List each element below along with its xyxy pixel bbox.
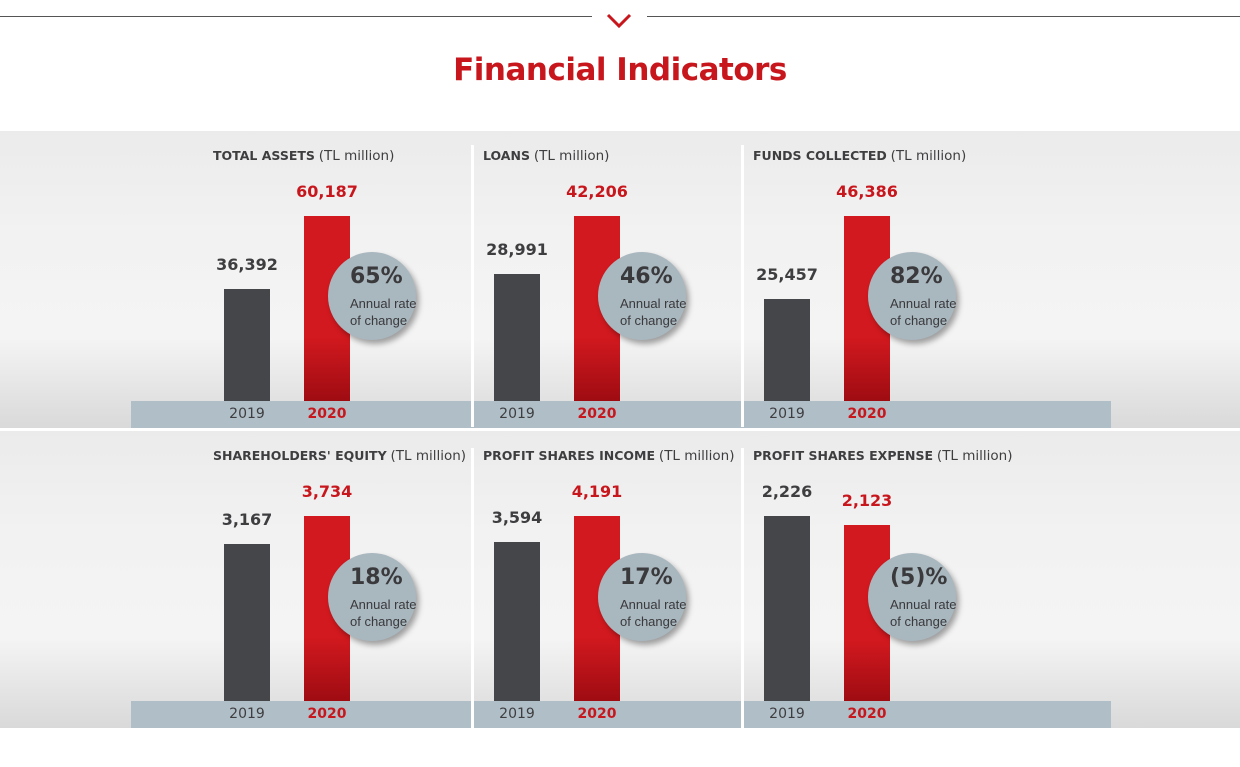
chart-title-main: SHAREHOLDERS' EQUITY <box>213 448 387 463</box>
baseline-strip <box>671 401 1111 428</box>
rate-label-line2: of change <box>890 614 948 629</box>
bar-2019 <box>764 299 810 401</box>
rate-of-change-bubble: 82% Annual rate of change <box>868 252 957 340</box>
value-label-2020: 42,206 <box>566 182 628 201</box>
x-label-2019: 2019 <box>229 706 265 722</box>
x-label-2019: 2019 <box>499 406 535 422</box>
rate-of-change-value: 46% <box>620 264 673 289</box>
value-label-2020: 60,187 <box>296 182 358 201</box>
header-rule-right <box>647 16 1240 17</box>
chart-title: LOANS (TL million) <box>483 147 609 164</box>
rate-of-change-bubble: (5)% Annual rate of change <box>868 553 957 641</box>
rate-of-change-bubble: 17% Annual rate of change <box>598 553 687 641</box>
chart-title-unit: (TL million) <box>533 148 610 164</box>
rate-of-change-label: Annual rate of change <box>890 295 957 329</box>
chart-panel: PROFIT SHARES INCOME (TL million) 3,594 4,… <box>401 431 741 728</box>
chart-title-main: FUNDS COLLECTED <box>753 148 887 163</box>
chart-title-main: PROFIT SHARES INCOME <box>483 448 656 463</box>
x-label-2019: 2019 <box>769 706 805 722</box>
bar-2019 <box>494 273 540 401</box>
bar-2019 <box>224 544 270 701</box>
chart-title: TOTAL ASSETS (TL million) <box>213 147 394 164</box>
chart-title: FUNDS COLLECTED (TL million) <box>753 147 966 164</box>
chart-panel: SHAREHOLDERS' EQUITY (TL million) 3,167 3,… <box>131 431 471 728</box>
rate-of-change-label: Annual rate of change <box>620 295 687 329</box>
value-label-2019: 25,457 <box>756 265 818 285</box>
rate-of-change-bubble: 18% Annual rate of change <box>328 553 417 641</box>
rate-label-line2: of change <box>620 313 678 328</box>
rate-label-line2: of change <box>350 614 408 629</box>
rate-of-change-bubble: 65% Annual rate of change <box>328 252 417 340</box>
baseline-strip <box>671 701 1111 728</box>
chart-title-unit: (TL million) <box>390 448 467 464</box>
rate-label-line2: of change <box>890 313 948 328</box>
value-label-2019: 3,594 <box>491 508 543 528</box>
rate-label-line1: Annual rate <box>890 597 957 612</box>
bar-2019 <box>494 542 540 701</box>
chart-title-unit: (TL million) <box>658 448 735 464</box>
value-label-2020: 4,191 <box>571 482 623 501</box>
rate-label-line1: Annual rate <box>350 597 417 612</box>
rate-of-change-value: 82% <box>890 264 943 289</box>
rate-of-change-value: 18% <box>350 565 403 590</box>
x-label-2020: 2020 <box>847 706 887 722</box>
rate-label-line1: Annual rate <box>350 296 417 311</box>
rate-label-line1: Annual rate <box>620 597 687 612</box>
x-label-2020: 2020 <box>307 406 347 422</box>
chart-panel: TOTAL ASSETS (TL million) 36,392 60,187 201… <box>131 131 471 428</box>
bar-2019 <box>224 289 270 401</box>
chart-panel: FUNDS COLLECTED (TL million) 25,457 46,386… <box>671 131 1111 428</box>
rate-label-line2: of change <box>620 614 678 629</box>
rate-of-change-label: Annual rate of change <box>620 596 687 630</box>
chart-panel: PROFIT SHARES EXPENSE (TL million) 2,226 2… <box>671 431 1111 728</box>
page-title: Financial Indicators <box>453 52 787 88</box>
chart-title-main: PROFIT SHARES EXPENSE <box>753 448 934 463</box>
value-label-2020: 2,123 <box>841 490 893 510</box>
x-label-2020: 2020 <box>577 406 617 422</box>
rate-of-change-value: (5)% <box>890 565 948 590</box>
chart-title-main: TOTAL ASSETS <box>213 148 315 163</box>
value-label-2020: 3,734 <box>301 482 353 501</box>
value-label-2020: 46,386 <box>836 182 898 201</box>
rate-of-change-label: Annual rate of change <box>890 596 957 630</box>
chart-title: SHAREHOLDERS' EQUITY (TL million) <box>213 447 466 464</box>
bar-2019 <box>764 516 810 701</box>
column-divider <box>741 448 744 728</box>
x-label-2020: 2020 <box>577 706 617 722</box>
chart-title: PROFIT SHARES EXPENSE (TL million) <box>753 447 1012 464</box>
column-divider <box>471 145 474 427</box>
rate-of-change-value: 17% <box>620 565 673 590</box>
x-label-2019: 2019 <box>769 406 805 422</box>
rate-of-change-label: Annual rate of change <box>350 295 417 329</box>
chart-title: PROFIT SHARES INCOME (TL million) <box>483 447 734 464</box>
column-divider <box>741 145 744 427</box>
value-label-2019: 2,226 <box>761 482 813 501</box>
rate-label-line1: Annual rate <box>620 296 687 311</box>
column-divider <box>471 448 474 728</box>
x-label-2019: 2019 <box>229 406 265 422</box>
value-label-2019: 28,991 <box>486 239 548 259</box>
chart-title-unit: (TL million) <box>318 148 395 164</box>
rate-of-change-value: 65% <box>350 264 403 289</box>
rate-label-line2: of change <box>350 313 408 328</box>
chart-title-unit: (TL million) <box>936 448 1013 464</box>
x-label-2019: 2019 <box>499 706 535 722</box>
rate-label-line1: Annual rate <box>890 296 957 311</box>
value-label-2019: 3,167 <box>221 510 273 530</box>
chart-panel: LOANS (TL million) 28,991 42,206 2019 2020 46… <box>401 131 741 428</box>
chevron-down-icon[interactable] <box>605 11 633 31</box>
value-label-2019: 36,392 <box>216 255 278 275</box>
chart-title-unit: (TL million) <box>890 148 967 164</box>
chart-title-main: LOANS <box>483 148 530 163</box>
x-label-2020: 2020 <box>847 406 887 422</box>
header-rule-left <box>0 16 592 17</box>
x-label-2020: 2020 <box>307 706 347 722</box>
rate-of-change-label: Annual rate of change <box>350 596 417 630</box>
rate-of-change-bubble: 46% Annual rate of change <box>598 252 687 340</box>
